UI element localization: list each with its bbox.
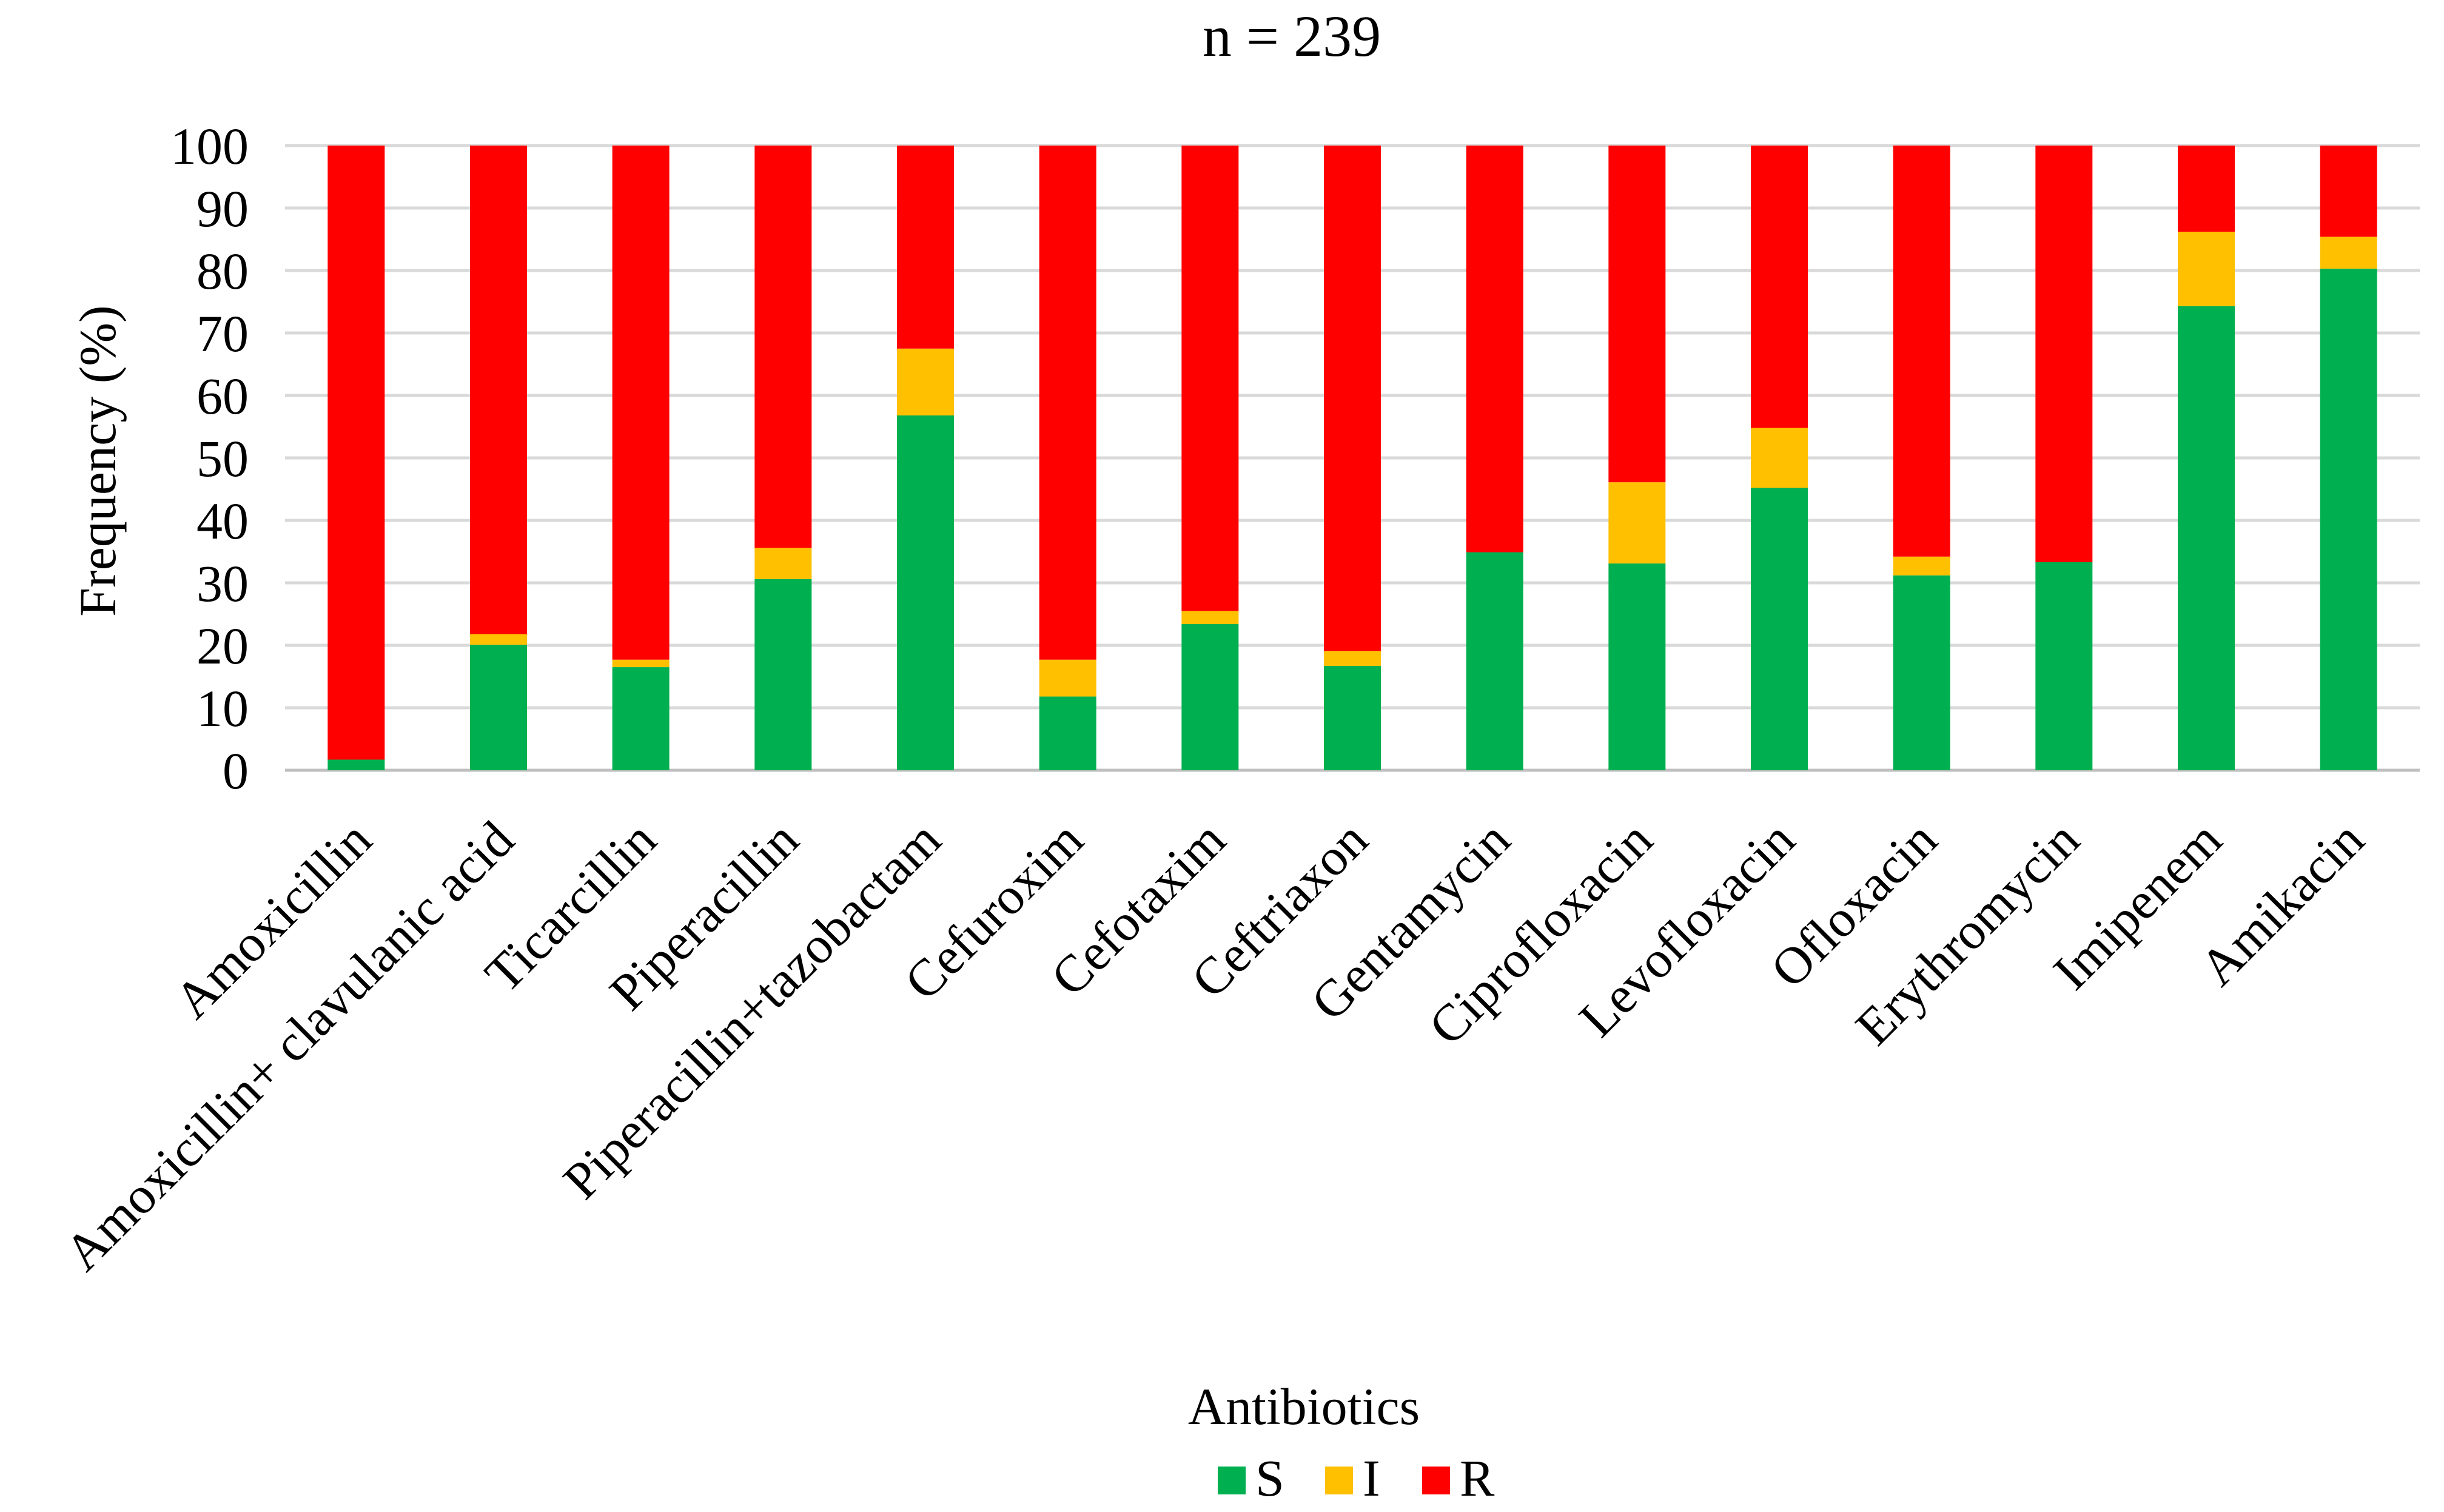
- y-axis-label: Frequency (%): [69, 305, 127, 616]
- legend-label-I: I: [1363, 1449, 1380, 1507]
- bar-segment-R: [1608, 146, 1666, 483]
- bar-segment-I: [1039, 659, 1096, 697]
- bar-segment-R: [1181, 146, 1239, 611]
- bar-segment-I: [470, 634, 527, 645]
- legend-swatch-S: [1218, 1467, 1246, 1494]
- legend-label-S: S: [1255, 1449, 1284, 1507]
- bar-segment-R: [2320, 146, 2377, 237]
- bar-segment-R: [897, 146, 954, 349]
- legend-label-R: R: [1460, 1449, 1495, 1507]
- bar-segment-R: [1466, 146, 1523, 553]
- bar-segment-S: [1324, 665, 1381, 770]
- bar-segment-I: [1893, 556, 1950, 576]
- legend-swatch-R: [1422, 1467, 1450, 1494]
- bar-segment-S: [754, 579, 812, 770]
- bar-segment-R: [612, 146, 670, 660]
- bar-segment-S: [2178, 306, 2235, 771]
- bar-segment-S: [1466, 552, 1523, 770]
- bar-segment-S: [2035, 562, 2093, 770]
- bar-segment-S: [897, 415, 954, 770]
- y-tick-label: 70: [196, 304, 249, 363]
- bar-segment-I: [1751, 428, 1808, 488]
- bar-segment-S: [1751, 488, 1808, 770]
- bar-segment-R: [1751, 146, 1808, 428]
- bar-segment-I: [2178, 232, 2235, 306]
- y-tick-label: 90: [196, 180, 249, 238]
- bar-segment-R: [1039, 146, 1096, 660]
- bar-segment-I: [897, 348, 954, 415]
- y-tick-label: 80: [196, 242, 249, 300]
- bar-segment-S: [327, 759, 385, 770]
- bar-segment-I: [1181, 611, 1239, 624]
- y-tick-label: 40: [196, 492, 249, 550]
- bars: [327, 146, 2377, 771]
- legend-swatch-I: [1325, 1467, 1353, 1494]
- bar-segment-S: [1181, 623, 1239, 770]
- bar-segment-R: [2035, 146, 2093, 563]
- y-tick-label: 100: [170, 117, 249, 175]
- bar-segment-S: [1608, 563, 1666, 770]
- y-tick-label: 10: [196, 679, 249, 738]
- y-tick-label: 60: [196, 367, 249, 425]
- y-tick-label: 0: [223, 742, 249, 800]
- bar-segment-I: [612, 659, 670, 668]
- bar-segment-I: [1324, 651, 1381, 666]
- bar-segment-S: [612, 667, 670, 770]
- bar-segment-R: [2178, 146, 2235, 232]
- bar-segment-R: [470, 146, 527, 634]
- bar-segment-R: [1893, 146, 1950, 557]
- bar-segment-R: [1324, 146, 1381, 651]
- y-tick-label: 30: [196, 554, 249, 613]
- y-tick-label: 50: [196, 429, 249, 488]
- bar-segment-S: [2320, 268, 2377, 770]
- bar-segment-S: [1039, 696, 1096, 770]
- bar-segment-S: [1893, 575, 1950, 770]
- bar-segment-S: [470, 644, 527, 770]
- chart-title: n = 239: [1203, 4, 1381, 69]
- bar-segment-R: [754, 146, 812, 548]
- bar-segment-I: [1608, 482, 1666, 564]
- bar-segment-R: [327, 146, 385, 760]
- y-tick-label: 20: [196, 617, 249, 675]
- bar-segment-I: [754, 548, 812, 579]
- bar-segment-I: [2320, 237, 2377, 269]
- x-axis-label: Antibiotics: [1188, 1377, 1420, 1436]
